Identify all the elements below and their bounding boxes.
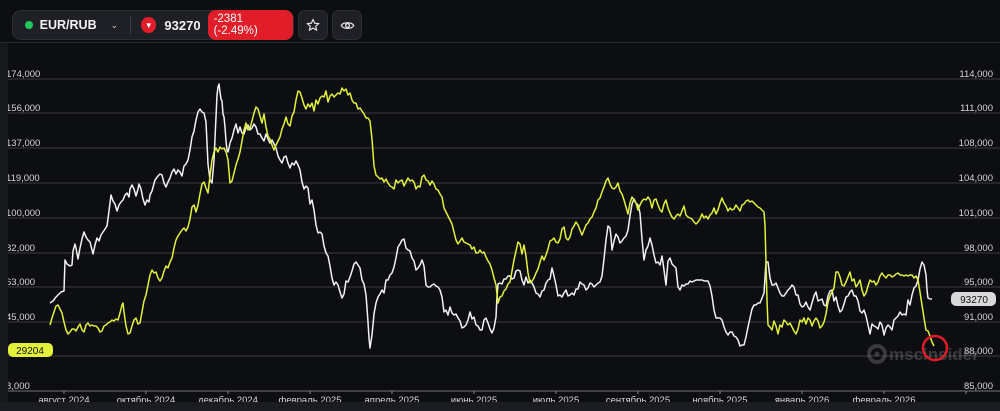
svg-text:93270: 93270 [960,295,988,306]
svg-text:95,000: 95,000 [964,277,993,288]
eye-icon [340,21,354,29]
star-icon [306,18,320,31]
right-axis: 114,000 111,000 108,000 104,000 101,000 … [959,69,993,392]
svg-text:98,000: 98,000 [964,243,993,254]
svg-text:октябрь 2024: октябрь 2024 [117,395,176,403]
svg-text:156,000: 156,000 [8,103,40,114]
chart-header: EUR/RUB ⌄ ▼ 93270 -2381 (-2.49%) [0,0,1000,43]
svg-text:104,000: 104,000 [959,173,993,184]
favorite-button[interactable] [298,10,328,40]
symbol-label: EUR/RUB [39,18,97,32]
market-status-icon [25,21,33,29]
x-axis-ticks [63,391,967,394]
svg-text:45,000: 45,000 [8,312,35,323]
svg-text:101,000: 101,000 [959,208,993,219]
eurrub-line [49,83,932,349]
right-value-marker: 93270 [951,292,996,306]
divider [130,16,132,34]
svg-text:январь 2026: январь 2026 [775,395,830,403]
svg-text:111,000: 111,000 [960,103,993,114]
svg-text:174,000: 174,000 [8,69,40,80]
left-axis: 174,000 156,000 137,000 119,000 100,000 … [8,69,40,392]
gridlines [8,78,1000,392]
price-chart[interactable]: 174,000 156,000 137,000 119,000 100,000 … [8,43,1000,403]
svg-text:88,000: 88,000 [964,346,993,357]
svg-text:85,000: 85,000 [964,381,993,392]
svg-text:февраль 2026: февраль 2026 [853,395,916,403]
svg-text:119,000: 119,000 [8,173,40,184]
svg-text:декабрь 2024: декабрь 2024 [198,395,258,403]
svg-text:137,000: 137,000 [8,138,40,149]
svg-text:8,000: 8,000 [8,381,30,392]
svg-text:29204: 29204 [16,346,44,357]
price-change-badge: -2381 (-2.49%) [207,10,293,40]
svg-text:108,000: 108,000 [959,138,993,149]
svg-text:100,000: 100,000 [8,208,40,219]
svg-text:114,000: 114,000 [959,69,993,80]
svg-text:82,000: 82,000 [8,243,35,254]
watermark: mscinsider [867,344,979,364]
svg-text:февраль 2025: февраль 2025 [279,395,342,403]
svg-text:mscinsider: mscinsider [889,345,979,364]
secondary-line [49,87,935,347]
svg-text:июнь 2025: июнь 2025 [451,395,497,403]
price-down-icon: ▼ [141,17,157,33]
svg-text:сентябрь 2025: сентябрь 2025 [606,395,670,403]
svg-text:апрель 2025: апрель 2025 [365,395,420,403]
instrument-pill[interactable]: EUR/RUB ⌄ ▼ 93270 -2381 (-2.49%) [12,10,294,40]
svg-text:63,000: 63,000 [8,277,35,288]
svg-text:ноябрь 2025: ноябрь 2025 [692,395,747,403]
watch-button[interactable] [332,10,362,40]
left-value-marker: 29204 [8,343,53,357]
svg-text:июль 2025: июль 2025 [533,395,580,403]
chevron-down-icon[interactable]: ⌄ [110,19,119,30]
x-axis-labels: август 2024 октябрь 2024 декабрь 2024 фе… [38,395,915,403]
current-price: 93270 [164,17,201,33]
svg-text:август 2024: август 2024 [38,395,89,403]
annotation-circle [921,334,949,362]
footer-strip [0,402,1000,411]
svg-text:91,000: 91,000 [964,312,993,323]
chart-area[interactable]: 174,000 156,000 137,000 119,000 100,000 … [8,43,1000,403]
